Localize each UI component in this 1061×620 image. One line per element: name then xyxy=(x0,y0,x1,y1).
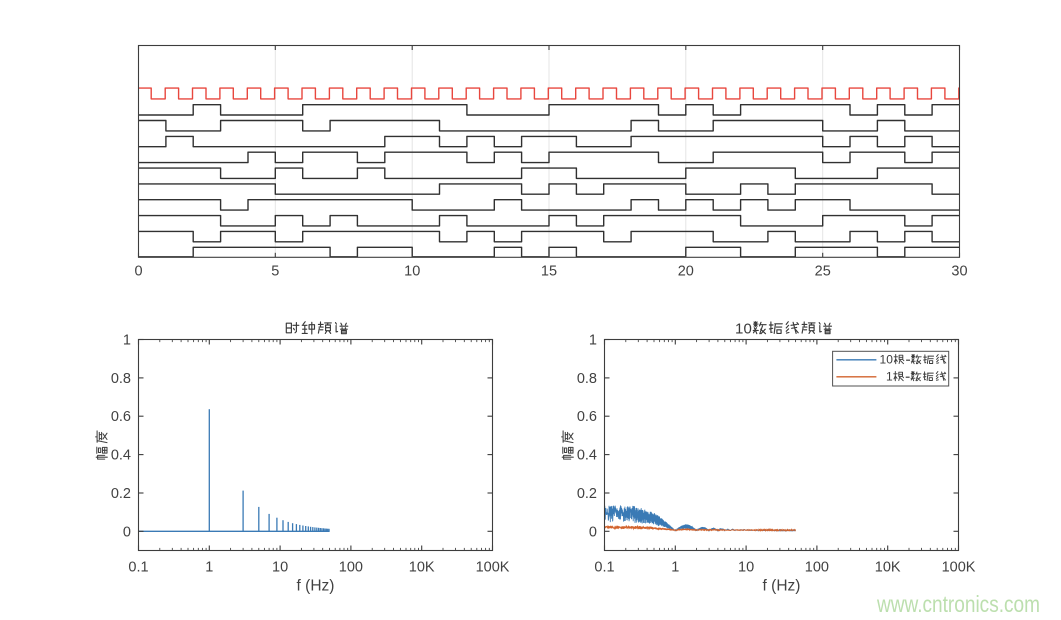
svg-text:5: 5 xyxy=(271,264,279,280)
svg-text:0.4: 0.4 xyxy=(111,448,131,464)
svg-text:100K: 100K xyxy=(476,560,510,576)
svg-text:0.2: 0.2 xyxy=(111,486,131,502)
svg-text:100: 100 xyxy=(339,560,363,576)
svg-text:10K: 10K xyxy=(875,560,901,576)
svg-text:10: 10 xyxy=(404,264,420,280)
svg-text:100K: 100K xyxy=(942,560,976,576)
svg-text:0: 0 xyxy=(134,264,142,280)
svg-text:f (Hz): f (Hz) xyxy=(297,578,335,595)
svg-text:0.4: 0.4 xyxy=(577,448,597,464)
svg-text:1: 1 xyxy=(886,370,893,384)
svg-text:0.8: 0.8 xyxy=(577,371,597,387)
svg-text:20: 20 xyxy=(678,264,694,280)
svg-text:www.cntronics.com: www.cntronics.com xyxy=(876,591,1040,617)
svg-text:0: 0 xyxy=(886,353,893,367)
svg-text:0.2: 0.2 xyxy=(577,486,597,502)
svg-text:0.1: 0.1 xyxy=(594,560,614,576)
svg-text:f (Hz): f (Hz) xyxy=(763,578,801,595)
svg-text:1: 1 xyxy=(205,560,213,576)
svg-text:0.6: 0.6 xyxy=(577,409,597,425)
svg-text:0.1: 0.1 xyxy=(128,560,148,576)
svg-text:10K: 10K xyxy=(409,560,435,576)
svg-text:0.8: 0.8 xyxy=(111,371,131,387)
svg-text:25: 25 xyxy=(815,264,831,280)
svg-text:0: 0 xyxy=(744,320,752,337)
svg-text:0: 0 xyxy=(589,524,597,540)
svg-text:1: 1 xyxy=(880,353,887,367)
svg-text:1: 1 xyxy=(589,333,597,349)
svg-text:30: 30 xyxy=(951,264,967,280)
svg-text:0.6: 0.6 xyxy=(111,409,131,425)
svg-text:0: 0 xyxy=(123,524,131,540)
svg-text:1: 1 xyxy=(123,333,131,349)
svg-text:100: 100 xyxy=(805,560,829,576)
svg-text:1: 1 xyxy=(735,320,743,337)
svg-text:1: 1 xyxy=(671,560,679,576)
svg-text:15: 15 xyxy=(541,264,557,280)
svg-text:10: 10 xyxy=(272,560,288,576)
svg-text:10: 10 xyxy=(738,560,754,576)
